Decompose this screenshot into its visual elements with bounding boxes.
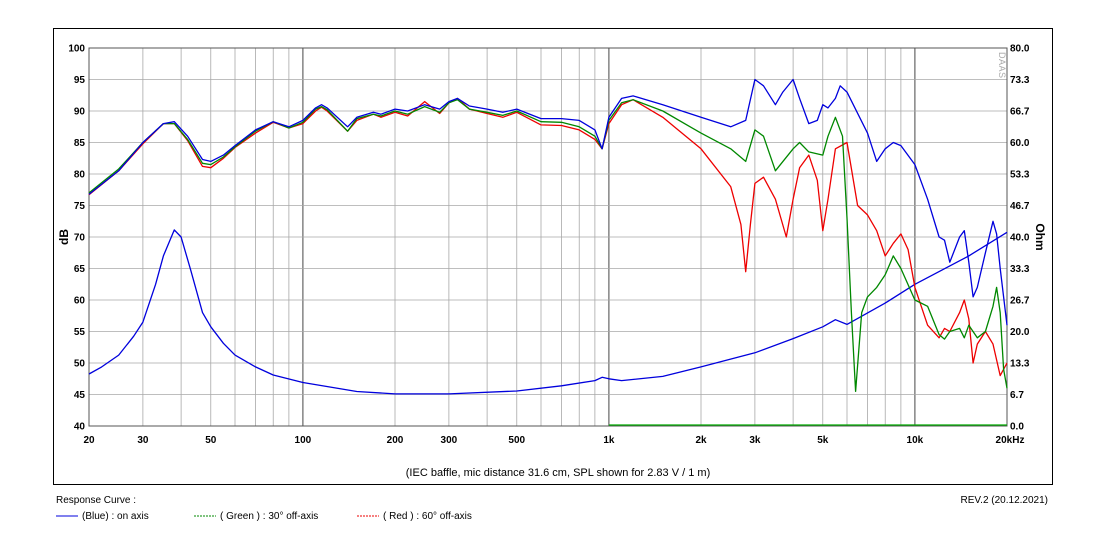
y-right-tick-label: 33.3 xyxy=(1010,264,1030,275)
y-right-tick-label: 0.0 xyxy=(1010,422,1024,433)
y-right-tick-label: 53.3 xyxy=(1010,170,1030,181)
x-tick-label: 5k xyxy=(817,435,829,446)
y-right-tick-label: 40.0 xyxy=(1010,233,1030,244)
x-tick-label: 3k xyxy=(749,435,761,446)
series-line-red xyxy=(88,97,1008,377)
x-tick-label: 50 xyxy=(205,435,217,446)
legend-label-green: ( Green ) : 30° off-axis xyxy=(220,511,319,522)
y-right-tick-label: 13.3 xyxy=(1010,359,1030,370)
legend-swatch-blue xyxy=(56,515,78,517)
x-tick-label: 500 xyxy=(508,435,525,446)
x-tick-label: 300 xyxy=(441,435,458,446)
chart-frame: 40 45 50 55 60 65 70 75 80 85 90 95 100 0.0 6.7 13.3 20.… xyxy=(53,28,1053,485)
legend-label-red: ( Red ) : 60° off-axis xyxy=(383,511,472,522)
response-chart: 40 45 50 55 60 65 70 75 80 85 90 95 100 0.0 6.7 13.3 20.… xyxy=(57,44,1047,480)
y-left-tick-label: 85 xyxy=(74,138,86,149)
y-left-tick-label: 95 xyxy=(74,75,86,86)
x-tick-label: 100 xyxy=(295,435,312,446)
legend-item-blue: (Blue) : on axis xyxy=(56,511,149,522)
x-tick-label: 30 xyxy=(137,435,149,446)
legend-swatch-green xyxy=(194,515,216,517)
y-left-tick-label: 55 xyxy=(74,327,86,338)
y-left-tick-label: 60 xyxy=(74,296,86,307)
y-left-tick-label: 45 xyxy=(74,390,86,401)
y-left-tick-label: 90 xyxy=(74,107,86,118)
x-tick-label: 10k xyxy=(907,435,924,446)
x-tick-label: 1k xyxy=(603,435,615,446)
y-left-axis-label: dB xyxy=(57,229,71,245)
y-right-tick-label: 20.0 xyxy=(1010,327,1030,338)
y-right-tick-label: 66.7 xyxy=(1010,106,1030,117)
revision-label: REV.2 (20.12.2021) xyxy=(960,495,1048,506)
x-tick-label: 200 xyxy=(387,435,404,446)
y-left-tick-label: 80 xyxy=(74,170,86,181)
y-right-tick-label: 60.0 xyxy=(1010,138,1030,149)
y-right-tick-label: 46.7 xyxy=(1010,201,1030,212)
series-line-green xyxy=(88,99,1008,393)
y-left-tick-label: 40 xyxy=(74,422,86,433)
plot-border xyxy=(88,47,1008,427)
chart-subtitle: (IEC baffle, mic distance 31.6 cm, SPL s… xyxy=(406,467,710,479)
x-tick-label: 20kHz xyxy=(996,435,1025,446)
legend-label-blue: (Blue) : on axis xyxy=(82,511,149,522)
y-left-tick-label: 100 xyxy=(68,44,85,55)
legend-swatch-red xyxy=(357,515,379,517)
y-right-tick-label: 6.7 xyxy=(1010,390,1024,401)
legend-item-green: ( Green ) : 30° off-axis xyxy=(194,511,318,522)
x-tick-label: 20 xyxy=(83,435,95,446)
x-tick-label: 2k xyxy=(695,435,707,446)
footer-title: Response Curve : xyxy=(56,495,137,506)
y-left-tick-label: 70 xyxy=(74,233,86,244)
y-right-tick-label: 80.0 xyxy=(1010,44,1030,55)
watermark-text: DAAS xyxy=(997,52,1007,79)
y-left-tick-label: 50 xyxy=(74,359,86,370)
y-left-tick-label: 75 xyxy=(74,201,86,212)
legend-item-red: ( Red ) : 60° off-axis xyxy=(357,511,472,522)
y-right-tick-label: 26.7 xyxy=(1010,295,1030,306)
y-right-axis-label: Ohm xyxy=(1033,223,1047,250)
y-right-tick-label: 73.3 xyxy=(1010,75,1030,86)
y-left-tick-label: 65 xyxy=(74,264,86,275)
series-line-blue xyxy=(88,78,1008,326)
series-line-impedance xyxy=(88,229,1008,395)
